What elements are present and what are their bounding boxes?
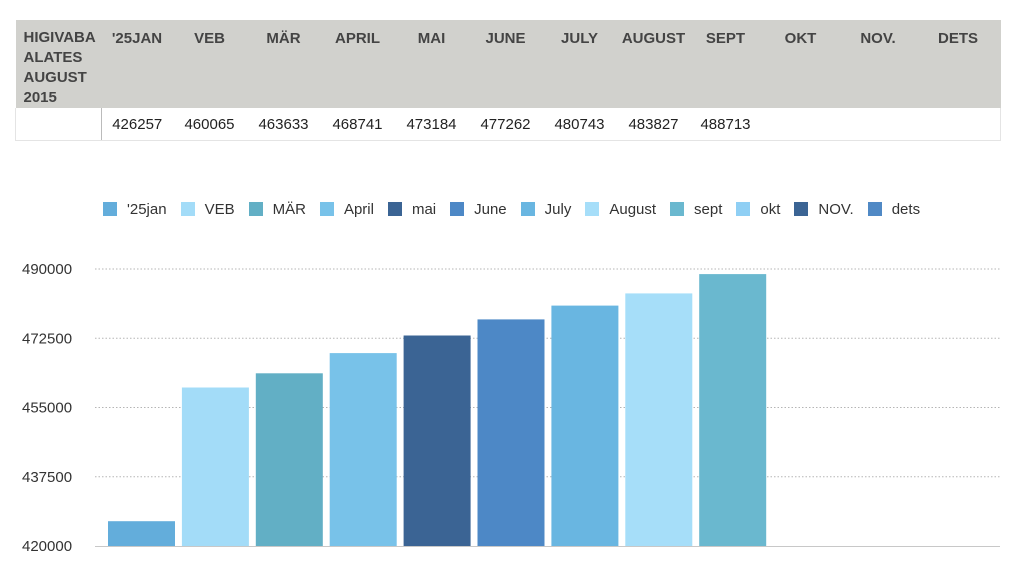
table-corner-header: HIGIVABA ALATES AUGUST 2015 (15, 20, 102, 108)
value-cell: 488713 (690, 108, 761, 141)
legend-swatch (103, 202, 117, 216)
legend-label: sept (694, 200, 723, 218)
legend-swatch (248, 202, 263, 216)
month-header: MAI (394, 20, 469, 108)
legend-swatch (387, 202, 402, 216)
month-header: JUNE (468, 20, 543, 108)
legend-item: July (520, 200, 572, 218)
legend-swatch (520, 202, 535, 216)
month-header: VEB (172, 20, 247, 108)
legend-swatch (450, 202, 465, 216)
value-cell: 477262 (468, 108, 543, 141)
y-tick-label: 455000 (22, 400, 72, 417)
legend-label: mai (411, 200, 437, 218)
bar (255, 373, 323, 546)
legend-item: April (319, 200, 374, 218)
month-header: AUGUST (616, 20, 691, 108)
legend-label: NOV. (818, 200, 854, 218)
month-header: NOV. (840, 20, 916, 108)
value-cell: 426257 (101, 108, 173, 141)
y-tick-label: 490000 (22, 261, 72, 278)
value-cell: 468741 (320, 108, 395, 141)
value-cell (840, 108, 916, 141)
bar (477, 319, 545, 546)
legend-label: MÄR (272, 200, 306, 218)
month-header: '25JAN (101, 20, 173, 108)
legend-swatch (180, 202, 195, 216)
legend-label: okt (760, 200, 781, 218)
legend-label: VEB (204, 200, 235, 218)
month-header: JULY (542, 20, 617, 108)
month-header: APRIL (320, 20, 395, 108)
legend-label: August (609, 200, 657, 218)
legend-item: '25jan (103, 201, 167, 218)
legend-item: mai (387, 200, 437, 218)
legend-swatch (319, 202, 334, 216)
legend-item: August (585, 201, 656, 218)
table-header-row: HIGIVABA ALATES AUGUST 2015 '25JAN VEB M… (15, 20, 1001, 108)
table-row: 426257 460065 463633 468741 473184 47726… (15, 108, 1001, 141)
bar (403, 335, 471, 546)
bar (551, 305, 619, 546)
bar (329, 353, 397, 546)
y-tick-label: 472500 (22, 330, 72, 347)
legend-label: dets (891, 200, 921, 218)
legend-label: '25jan (127, 200, 167, 218)
month-header: SEPT (690, 20, 761, 108)
legend-item: MÄR (248, 200, 306, 218)
value-cell (760, 108, 841, 141)
data-table: HIGIVABA ALATES AUGUST 2015 '25JAN VEB M… (15, 20, 1001, 141)
month-header: OKT (760, 20, 841, 108)
legend-swatch (867, 202, 882, 216)
bar (108, 521, 175, 546)
bar (699, 274, 767, 546)
legend-item: sept (670, 201, 722, 218)
value-cell: 483827 (616, 108, 691, 141)
legend-label: April (343, 200, 374, 218)
bar-chart: 420000 437500 455000 472500 490000 (22, 261, 1000, 555)
legend-swatch (585, 202, 600, 216)
legend-item: NOV. (794, 200, 854, 218)
legend-label: June (474, 200, 507, 218)
legend-swatch (670, 202, 685, 216)
legend-swatch (794, 202, 809, 216)
legend-item: June (450, 201, 507, 218)
month-header: DETS (915, 20, 1001, 108)
bar (181, 387, 249, 546)
row-label-cell (15, 108, 102, 141)
value-cell: 463633 (246, 108, 321, 141)
value-cell: 460065 (172, 108, 247, 141)
legend-item: dets (867, 200, 921, 218)
chart-legend: '25jan VEB MÄR April mai June July August sept ok… (103, 198, 934, 220)
value-cell: 480743 (542, 108, 617, 141)
legend-item: okt (736, 201, 780, 218)
legend-swatch (736, 202, 751, 216)
y-tick-label: 437500 (22, 469, 72, 486)
legend-label: July (544, 200, 572, 218)
value-cell: 473184 (394, 108, 469, 141)
legend-item: VEB (180, 200, 235, 218)
y-tick-label: 420000 (22, 538, 72, 555)
month-header: MÄR (246, 20, 321, 108)
value-cell (915, 108, 1001, 141)
bar (625, 293, 693, 546)
